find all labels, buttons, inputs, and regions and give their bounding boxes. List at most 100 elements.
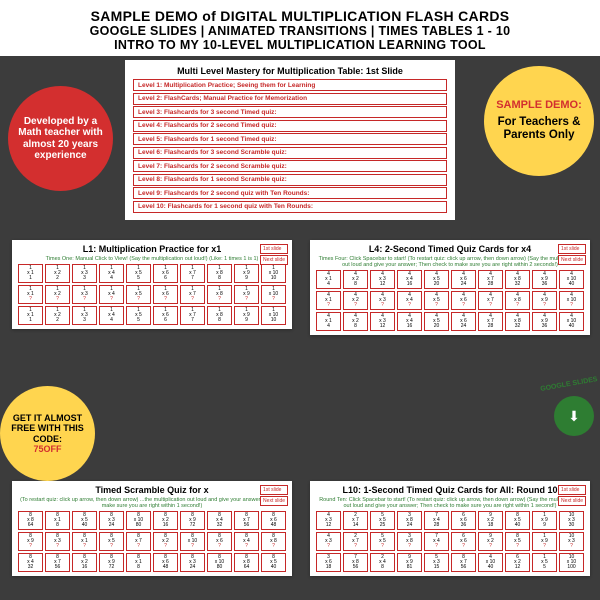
flash-card[interactable]: 4x 832 — [505, 270, 530, 289]
flash-card[interactable]: 1x 5? — [126, 285, 151, 304]
flash-card[interactable]: 1x 4? — [99, 285, 124, 304]
flash-card[interactable]: 4x 416 — [397, 312, 422, 331]
flash-card[interactable]: 8x 216 — [72, 553, 97, 572]
flash-card[interactable]: 4x 4? — [397, 291, 422, 310]
flash-card[interactable]: 5x 5? — [370, 532, 395, 551]
flash-card[interactable]: 8x 648 — [261, 511, 286, 530]
flash-card[interactable]: 5x 525 — [370, 511, 395, 530]
flash-card[interactable]: 1x 1? — [18, 285, 43, 304]
flash-card[interactable]: 1x 22 — [45, 306, 70, 325]
flash-card[interactable]: 1x 3? — [72, 285, 97, 304]
flash-card[interactable]: 2x 7? — [343, 532, 368, 551]
flash-card[interactable]: 1x 1010 — [261, 306, 286, 325]
level-row[interactable]: Level 1: Multiplication Practice; Seeing… — [133, 79, 447, 91]
flash-card[interactable]: 1x 10? — [261, 285, 286, 304]
flash-card[interactable]: 9x 218 — [478, 511, 503, 530]
flash-card[interactable]: 1x 88 — [207, 306, 232, 325]
flash-card[interactable]: 1x 55 — [532, 553, 557, 572]
flash-card[interactable]: 8x 324 — [99, 511, 124, 530]
flash-card[interactable]: 4x 1? — [316, 291, 341, 310]
flash-card[interactable]: 2x 714 — [343, 511, 368, 530]
flash-card[interactable]: 1x 66 — [153, 306, 178, 325]
flash-card[interactable]: 1x 11 — [18, 306, 43, 325]
flash-card[interactable]: 3x 8? — [397, 532, 422, 551]
flash-card[interactable]: 1x 55 — [126, 306, 151, 325]
flash-card[interactable]: 8x 6? — [207, 532, 232, 551]
flash-card[interactable]: 4x 312 — [370, 270, 395, 289]
flash-card[interactable]: 8x 3? — [45, 532, 70, 551]
flash-card[interactable]: 4x 6? — [451, 291, 476, 310]
flash-card[interactable]: 8x 9? — [18, 532, 43, 551]
flash-card[interactable]: 8x 864 — [234, 553, 259, 572]
flash-card[interactable]: 4x 28 — [343, 312, 368, 331]
flash-card[interactable]: 4x 312 — [316, 511, 341, 530]
flash-card[interactable]: 4x 728 — [478, 312, 503, 331]
flash-card[interactable]: 4x 1040 — [559, 312, 584, 331]
flash-card[interactable]: 8x 972 — [180, 511, 205, 530]
flash-card[interactable]: 2x 48 — [370, 553, 395, 572]
flash-card[interactable]: 1x 6? — [153, 285, 178, 304]
flash-card[interactable]: 4x 936 — [532, 312, 557, 331]
flash-card[interactable]: 8x 324 — [180, 553, 205, 572]
flash-card[interactable]: 8x 540 — [505, 511, 530, 530]
flash-card[interactable]: 1x 9? — [532, 532, 557, 551]
flash-card[interactable]: 4x 8? — [505, 291, 530, 310]
flash-card[interactable]: 7x 428 — [424, 511, 449, 530]
level-row[interactable]: Level 6: Flashcards for 3 second Scrambl… — [133, 147, 447, 159]
level-row[interactable]: Level 4: Flashcards for 2 second Timed q… — [133, 120, 447, 132]
flash-card[interactable]: 8x 972 — [99, 553, 124, 572]
flash-card[interactable]: 10x 10100 — [559, 553, 584, 572]
flash-card[interactable]: 8x 216 — [153, 511, 178, 530]
flash-card[interactable]: 8x 540 — [72, 511, 97, 530]
flash-card[interactable]: 8x 10? — [180, 532, 205, 551]
flash-card[interactable]: 1x 99 — [532, 511, 557, 530]
flash-card[interactable]: 5x 315 — [424, 553, 449, 572]
flash-card[interactable]: 8x 1080 — [207, 553, 232, 572]
flash-card[interactable]: 4x 28 — [343, 270, 368, 289]
flash-card[interactable]: 8x 540 — [261, 553, 286, 572]
flash-card[interactable]: 8x 4? — [234, 532, 259, 551]
flash-card[interactable]: 8x 432 — [207, 511, 232, 530]
flash-card[interactable]: 4x 9? — [532, 291, 557, 310]
flash-card[interactable]: 8x 864 — [18, 511, 43, 530]
flash-card[interactable]: 4x 312 — [370, 312, 395, 331]
flash-card[interactable]: 1x 11 — [18, 264, 43, 283]
flash-card[interactable]: 8x 5? — [99, 532, 124, 551]
flash-card[interactable]: 1x 22 — [45, 264, 70, 283]
first-slide-button[interactable]: 1st slide — [260, 244, 288, 254]
flash-card[interactable]: 7x 4? — [424, 532, 449, 551]
flash-card[interactable]: 6x 636 — [451, 511, 476, 530]
flash-card[interactable]: 3x 824 — [397, 511, 422, 530]
first-slide-button[interactable]: 1st slide — [558, 485, 586, 495]
flash-card[interactable]: 8x 8? — [261, 532, 286, 551]
flash-card[interactable]: 1x 77 — [180, 306, 205, 325]
flash-card[interactable]: 4x 3? — [370, 291, 395, 310]
flash-card[interactable]: 1x 99 — [234, 264, 259, 283]
flash-card[interactable]: 3x 618 — [316, 553, 341, 572]
flash-card[interactable]: 4x 10? — [559, 291, 584, 310]
next-slide-button[interactable]: Next slide — [260, 255, 288, 265]
flash-card[interactable]: 1x 1010 — [261, 264, 286, 283]
flash-card[interactable]: 4x 1040 — [559, 270, 584, 289]
next-slide-button[interactable]: Next slide — [260, 496, 288, 506]
flash-card[interactable]: 8x 648 — [153, 553, 178, 572]
flash-card[interactable]: 4x 5? — [424, 291, 449, 310]
flash-card[interactable]: 1x 33 — [72, 264, 97, 283]
flash-card[interactable]: 8x 5? — [505, 532, 530, 551]
flash-card[interactable]: 8x 18 — [126, 553, 151, 572]
flash-card[interactable]: 4x 2? — [343, 291, 368, 310]
level-row[interactable]: Level 2: FlashCards; Manual Practice for… — [133, 93, 447, 105]
flash-card[interactable]: 4x 3? — [316, 532, 341, 551]
flash-card[interactable]: 8x 1? — [72, 532, 97, 551]
level-row[interactable]: Level 5: Flashcards for 1 second Timed q… — [133, 133, 447, 145]
level-row[interactable]: Level 9: Flashcards for 2 second quiz wi… — [133, 187, 447, 199]
first-slide-button[interactable]: 1st slide — [260, 485, 288, 495]
flash-card[interactable]: 8x 756 — [234, 511, 259, 530]
flash-card[interactable]: 1x 33 — [72, 306, 97, 325]
flash-card[interactable]: 1x 2? — [45, 285, 70, 304]
next-slide-button[interactable]: Next slide — [558, 496, 586, 506]
flash-card[interactable]: 4x 624 — [451, 270, 476, 289]
flash-card[interactable]: 1x 7? — [180, 285, 205, 304]
flash-card[interactable]: 4x 416 — [397, 270, 422, 289]
flash-card[interactable]: 1x 8? — [207, 285, 232, 304]
